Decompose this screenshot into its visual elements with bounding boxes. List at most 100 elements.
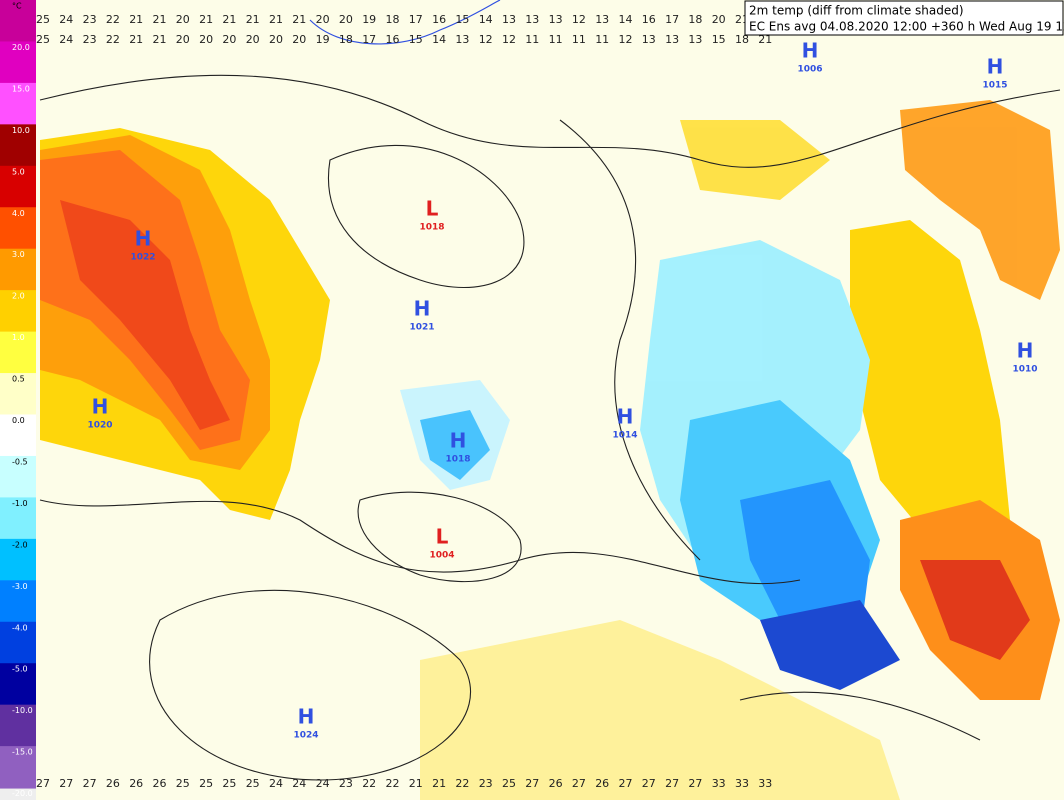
pressure-value: 1022	[130, 253, 155, 263]
isobar	[559, 119, 701, 561]
isobar	[149, 589, 472, 781]
temperature-value: 18	[735, 33, 749, 46]
colorbar-band	[0, 331, 36, 375]
temperature-value: 19	[362, 13, 376, 26]
pressure-symbol: H	[802, 39, 819, 63]
colorbar-band	[0, 373, 36, 416]
temperature-value: 12	[572, 13, 586, 26]
temperature-value: 16	[432, 13, 446, 26]
colorbar-label: -0.5	[12, 457, 28, 466]
colorbar-band	[0, 41, 36, 84]
temperature-value: 15	[455, 13, 469, 26]
colorbar-label: 0.0	[12, 416, 25, 425]
temperature-value: 12	[479, 33, 493, 46]
pressure-value: 1006	[797, 65, 822, 75]
temperature-value: 22	[106, 13, 120, 26]
isobar	[357, 491, 522, 583]
temperature-value: 12	[619, 33, 633, 46]
colorbar-label: -10.0	[12, 706, 33, 715]
pressure-value: 1018	[419, 223, 444, 233]
colorbar: °C 20.0 15.0 10.0 5.0 4.0 3.0 2.0 1.0 0.5 0.0 -0.5 -…	[0, 0, 36, 800]
temperature-value: 33	[712, 777, 726, 790]
temperature-value: 16	[386, 33, 400, 46]
pressure-centers: H 1022 L 1018 H 1021 H 1020 H 1018 L 1004 H 1014 H 1024…	[87, 39, 1037, 741]
temperature-value: 23	[83, 13, 97, 26]
temperature-value: 11	[572, 33, 586, 46]
colorbar-label: 1.0	[12, 333, 25, 342]
colorbar-band	[0, 538, 36, 582]
colorbar-band	[0, 165, 36, 209]
pressure-symbol: L	[436, 525, 449, 549]
temperature-value: 15	[712, 33, 726, 46]
temperature-value: 22	[455, 777, 469, 790]
temperature-value: 20	[176, 33, 190, 46]
pressure-symbol: H	[414, 297, 431, 321]
title: 2m temp (diff from climate shaded)	[749, 4, 964, 18]
pressure-symbol: H	[1017, 339, 1034, 363]
colorbar-labels: °C 20.0 15.0 10.0 5.0 4.0 3.0 2.0 1.0 0.5 0.0 -0.5 -…	[12, 2, 33, 799]
temperature-value: 25	[199, 777, 213, 790]
colorbar-band	[0, 580, 36, 623]
temperature-value: 21	[153, 33, 167, 46]
temperature-value: 12	[502, 33, 516, 46]
temperature-value: 13	[525, 13, 539, 26]
colorbar-label: -20.0	[12, 789, 33, 798]
pressure-value: 1015	[982, 81, 1007, 91]
pressure-symbol: L	[426, 197, 439, 221]
pressure-contours	[39, 74, 1061, 781]
isotherm	[309, 0, 501, 45]
temperature-value: 22	[106, 33, 120, 46]
temperature-value: 21	[246, 13, 260, 26]
colorbar-band	[0, 0, 36, 43]
title-box-frame	[744, 0, 1064, 36]
temperature-value: 20	[316, 13, 330, 26]
temperature-value: 25	[36, 33, 50, 46]
temperature-value: 20	[222, 33, 236, 46]
colorbar-band	[0, 124, 36, 167]
title-box: 2m temp (diff from climate shaded) EC En…	[744, 0, 1064, 36]
colorbar-band	[0, 497, 36, 540]
temperature-value: 26	[549, 777, 563, 790]
temperature-value: 20	[269, 33, 283, 46]
colorbar-band	[0, 414, 36, 457]
pressure-value: 1014	[612, 431, 637, 441]
colorbar-unit: °C	[12, 2, 22, 11]
temperature-value: 21	[292, 13, 306, 26]
colorbar-label: 0.5	[12, 375, 25, 384]
isobar	[328, 144, 525, 288]
colorbar-band	[0, 455, 36, 499]
temperature-value: 27	[525, 777, 539, 790]
temperature-value: 20	[176, 13, 190, 26]
temperature-value: 27	[572, 777, 586, 790]
temperature-value: 21	[222, 13, 236, 26]
temperature-value: 24	[59, 33, 73, 46]
colorbar-band	[0, 248, 36, 292]
temperature-value: 16	[642, 13, 656, 26]
temperature-value: 19	[316, 33, 330, 46]
temperature-value: 13	[688, 33, 702, 46]
colorbar-band	[0, 82, 36, 126]
temperature-value: 20	[199, 33, 213, 46]
pressure-value: 1018	[445, 455, 470, 465]
colorbar-label: 2.0	[12, 292, 25, 301]
anomaly-shading	[40, 100, 1060, 800]
temperature-value: 27	[642, 777, 656, 790]
colorbar-label: 5.0	[12, 167, 25, 176]
temperature-value: 27	[83, 777, 97, 790]
colorbar-label: 15.0	[12, 84, 30, 93]
colorbar-label: -15.0	[12, 748, 33, 757]
temperature-value: 15	[409, 33, 423, 46]
temperature-value: 21	[153, 13, 167, 26]
temperature-value: 23	[339, 777, 353, 790]
temperature-value: 21	[432, 777, 446, 790]
temperature-value: 27	[688, 777, 702, 790]
temperature-value: 25	[246, 777, 260, 790]
isobar	[39, 74, 1061, 168]
pressure-symbol: H	[298, 705, 315, 729]
temperature-grid: 25 24 23 22 21 21 20 21 21 21 21 21 20 20 19 18 17 16 15 14…	[36, 13, 772, 790]
colorbar-label: -3.0	[12, 582, 28, 591]
temperature-value: 23	[479, 777, 493, 790]
colorbar-label: -1.0	[12, 499, 28, 508]
